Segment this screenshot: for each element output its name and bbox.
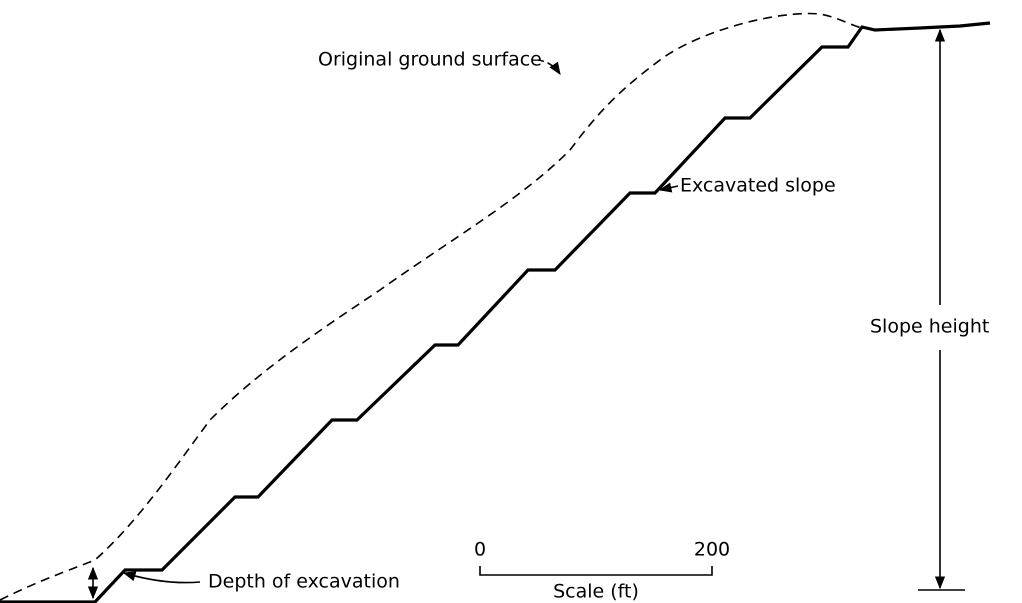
excavated-label: Excavated slope	[680, 175, 836, 197]
depth-leader	[122, 571, 201, 584]
excavated-leader	[658, 182, 679, 193]
scale-bar	[479, 566, 713, 576]
ground-leader	[537, 59, 561, 76]
scale-start: 0	[474, 539, 486, 561]
slope-height-label: Slope height	[870, 316, 989, 338]
ground-label: Original ground surface	[318, 49, 542, 71]
scale-title: Scale (ft)	[553, 581, 639, 603]
ground-surface	[0, 12, 863, 601]
excavated-slope	[0, 21, 991, 603]
scale-end: 200	[694, 539, 730, 561]
depth-label: Depth of excavation	[208, 571, 400, 593]
